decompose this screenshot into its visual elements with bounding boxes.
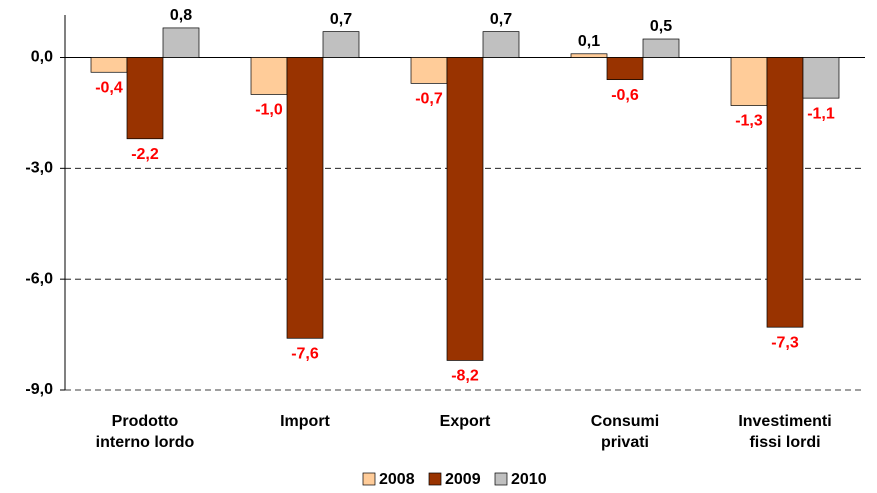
value-label: -8,2 [451,368,479,385]
bar [766,57,804,328]
x-tick-label: Prodotto interno lordo [96,413,195,451]
value-label: 0,8 [170,7,192,24]
value-label: -1,0 [255,102,283,119]
bar [162,27,200,58]
y-tick-label: -3,0 [25,160,53,177]
bar [482,31,520,58]
value-label: -7,3 [771,334,799,351]
bar [642,38,680,58]
value-label: -7,6 [291,345,319,362]
value-label: 0,7 [490,11,512,28]
x-tick-line: privati [601,434,649,451]
value-label: -0,7 [415,91,443,108]
value-label: -2,2 [131,146,159,163]
legend-label: 2008 [379,471,415,488]
bar [250,57,288,95]
y-tick-label: 0,0 [31,49,53,66]
bar [606,57,644,81]
x-tick-line: interno lordo [96,434,195,451]
value-label: 0,1 [578,33,600,50]
bar [446,57,484,361]
x-tick-line: fissi lordi [749,434,820,451]
x-tick-line: Prodotto [112,413,179,430]
x-tick-line: Import [280,413,330,430]
bar [322,31,360,58]
x-tick-line: Export [440,413,491,430]
bar [90,57,128,73]
legend-label: 2010 [511,471,547,488]
bar [410,57,448,84]
x-tick-line: Consumi [591,413,659,430]
value-label: -0,6 [611,87,639,104]
legend-swatch [494,472,508,486]
bar [802,57,840,99]
y-tick-label: -9,0 [25,381,53,398]
x-tick-label: Investimenti fissi lordi [738,413,831,451]
y-tick-label: -6,0 [25,270,53,287]
x-tick-label: Export [440,413,491,430]
bar [286,57,324,339]
x-tick-label: Import [280,413,330,430]
value-label: 0,5 [650,18,672,35]
legend-swatch [428,472,442,486]
x-tick-line: Investimenti [738,413,831,430]
legend-label: 2009 [445,471,481,488]
bar [730,57,768,106]
x-tick-label: Consumi privati [591,413,659,451]
value-label: -1,3 [735,113,763,130]
value-label: -0,4 [95,79,123,96]
bar [126,57,164,140]
value-label: -1,1 [807,105,835,122]
bar [570,53,608,58]
value-label: 0,7 [330,11,352,28]
legend-swatch [362,472,376,486]
